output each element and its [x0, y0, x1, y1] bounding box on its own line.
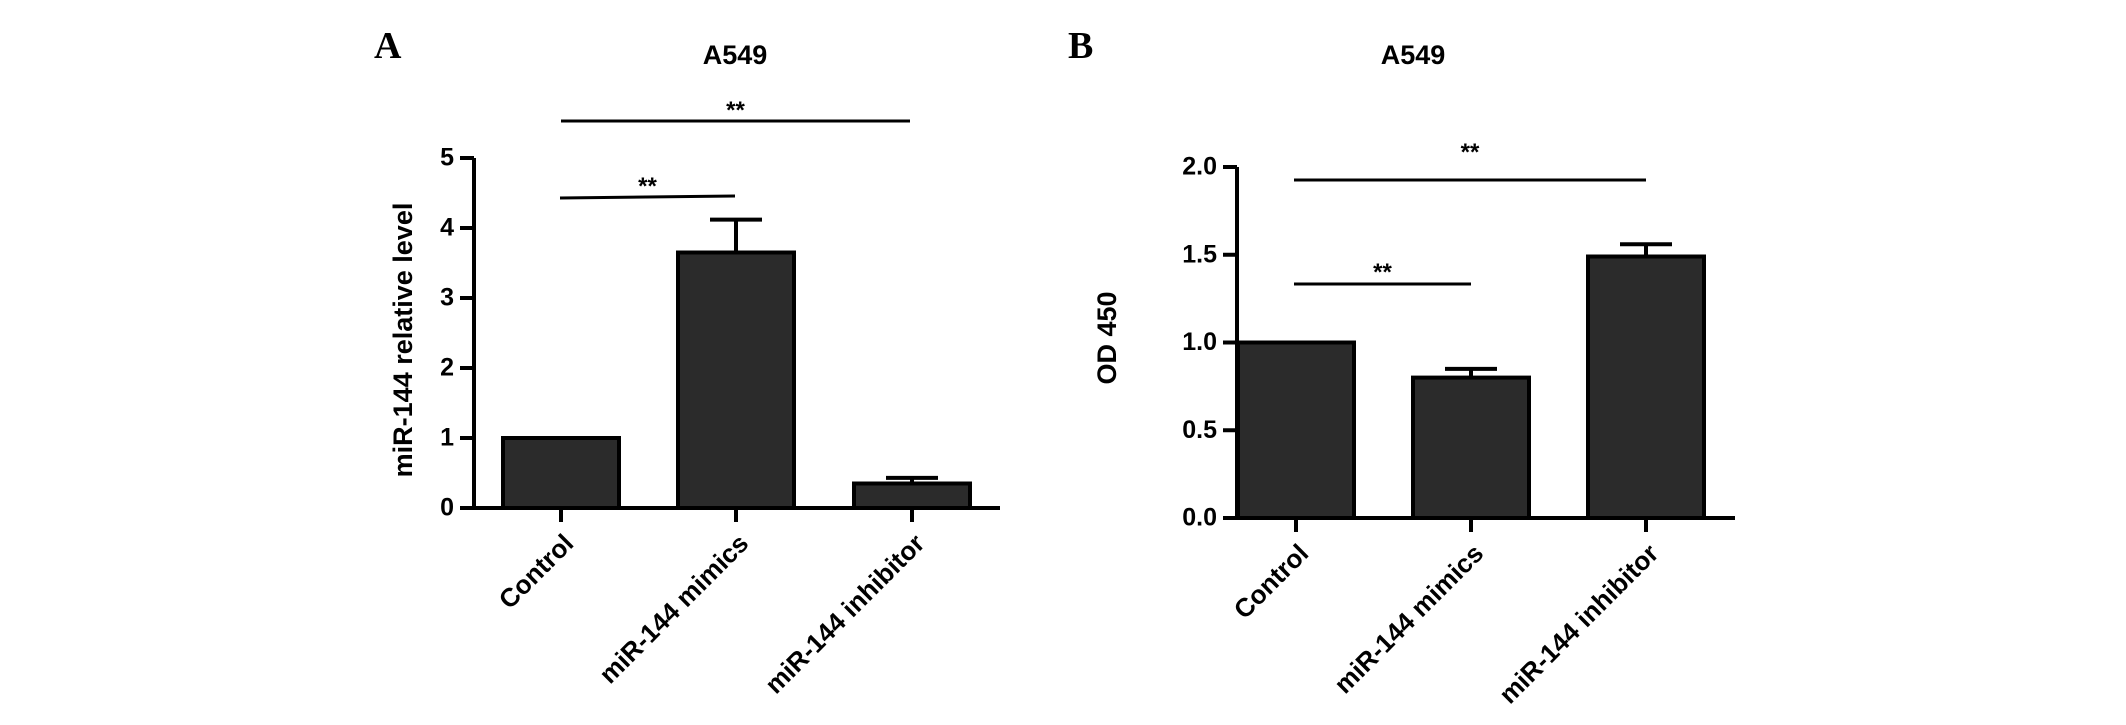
y-tick-label-a-5: 5 [440, 144, 454, 172]
x-tick-label-b-0: Control [1228, 538, 1315, 625]
significance-line-a-0 [559, 194, 736, 200]
y-tick-label-b-3: 1.5 [1182, 240, 1217, 268]
panel-label-a: A [374, 25, 402, 67]
bar-b-2 [1586, 254, 1706, 520]
x-tick-label-a-2: miR-144 inhibitor [759, 528, 930, 699]
x-tick-label-b-1: miR-144 mimics [1328, 538, 1489, 699]
significance-label-a-1: ** [726, 97, 745, 124]
bar-a-1 [676, 250, 796, 510]
x-tick-label-b-2: miR-144 inhibitor [1493, 538, 1664, 709]
plot-area-a: 0 1 2 3 4 5 Control miR-144 mimics miR-144 inhib… [440, 97, 1000, 699]
y-tick-label-a-1: 1 [440, 424, 454, 452]
x-tick-label-a-0: Control [493, 528, 580, 615]
bar-a-2 [852, 481, 972, 510]
bar-b-0 [1236, 340, 1356, 520]
chart-title-a: A549 [703, 40, 768, 70]
y-tick-label-a-2: 2 [440, 354, 454, 382]
y-tick-label-b-1: 0.5 [1182, 416, 1217, 444]
panel-a: A A549 miR-144 relative level 0 1 2 3 4 5 Cont… [374, 25, 1000, 699]
panel-label-b: B [1068, 25, 1093, 67]
y-tick-label-b-0: 0.0 [1182, 504, 1217, 532]
y-axis-label-b: OD 450 [1092, 291, 1122, 384]
x-tick-label-a-1: miR-144 mimics [593, 528, 754, 689]
chart-title-b: A549 [1381, 40, 1446, 70]
bar-a-0 [501, 436, 621, 510]
y-tick-label-a-0: 0 [440, 494, 454, 522]
y-tick-label-a-3: 3 [440, 284, 454, 312]
bar-b-1 [1411, 375, 1531, 520]
significance-label-b-1: ** [1461, 139, 1480, 166]
y-axis-label-a: miR-144 relative level [388, 203, 418, 478]
plot-area-b: 0.0 0.5 1.0 1.5 2.0 Control miR-144 mimics miR-… [1182, 139, 1735, 709]
y-tick-label-a-4: 4 [440, 214, 454, 242]
significance-label-b-0: ** [1373, 259, 1392, 286]
y-tick-label-b-4: 2.0 [1182, 153, 1217, 181]
significance-label-a-0: ** [638, 173, 657, 200]
y-tick-label-b-2: 1.0 [1182, 328, 1217, 356]
